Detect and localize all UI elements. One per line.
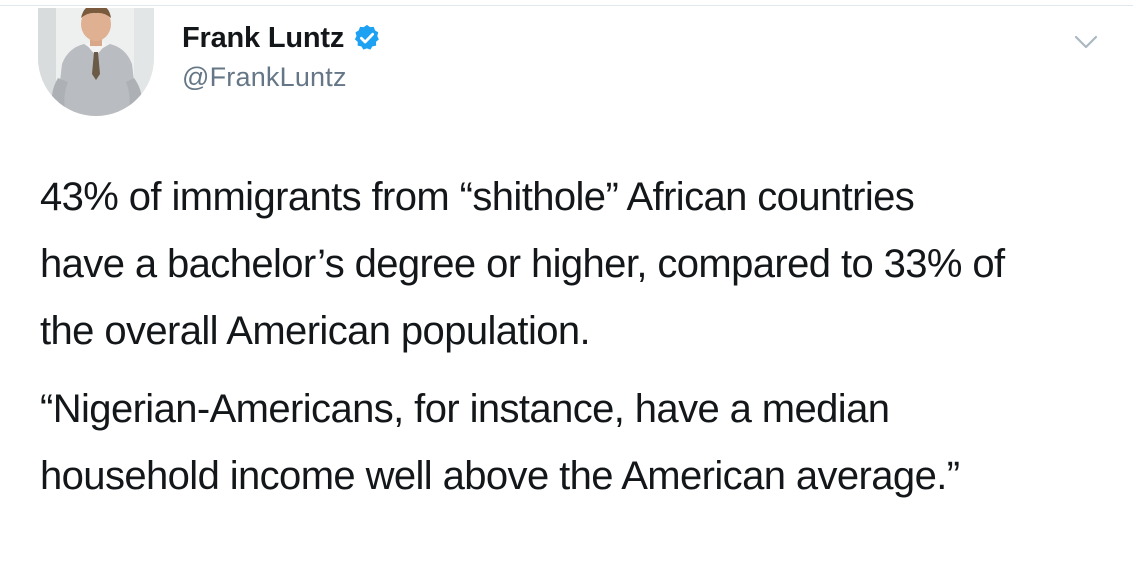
author-name-row: Frank Luntz — [182, 18, 382, 58]
verified-badge-icon — [352, 23, 382, 53]
tweet-header: Frank Luntz @FrankLuntz — [38, 8, 1098, 118]
tweet-line: household income well above the American… — [40, 454, 960, 498]
tweet-text: 43% of immigrants from “shithole” Africa… — [40, 164, 1125, 510]
tweet-line: the overall American population. — [40, 309, 591, 353]
tweet-line: have a bachelor’s degree or higher, comp… — [40, 242, 1005, 286]
tweet-paragraph-2: “Nigerian-Americans, for instance, have … — [40, 376, 1125, 510]
tweet-paragraph-1: 43% of immigrants from “shithole” Africa… — [40, 164, 1125, 365]
avatar[interactable] — [38, 8, 154, 116]
tweet-line: “Nigerian-Americans, for instance, have … — [40, 387, 890, 431]
chevron-down-icon[interactable] — [1074, 34, 1098, 50]
top-divider — [0, 5, 1133, 6]
avatar-photo-icon — [38, 8, 154, 116]
author-handle[interactable]: @FrankLuntz — [182, 62, 347, 92]
tweet-line: 43% of immigrants from “shithole” Africa… — [40, 175, 915, 219]
author-display-name[interactable]: Frank Luntz — [182, 21, 345, 54]
